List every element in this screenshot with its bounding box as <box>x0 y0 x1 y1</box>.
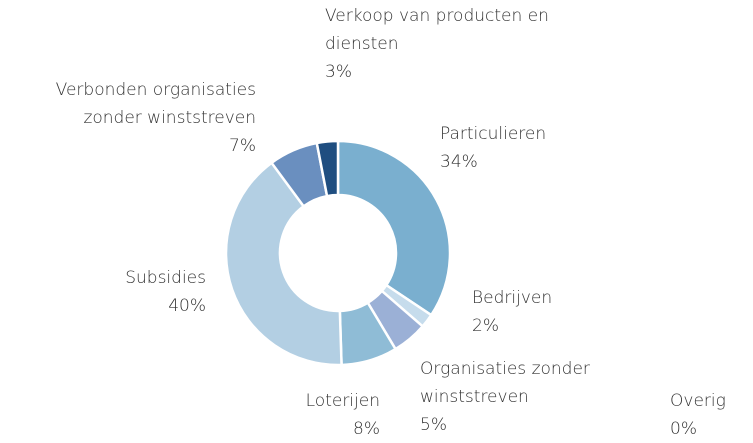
slice-label: Bedrijven 2% <box>472 284 622 340</box>
slice-label: Verbonden organisaties zonder winststrev… <box>6 76 256 160</box>
slice-name: Particulieren <box>440 124 547 144</box>
slice-value: 2% <box>472 316 499 336</box>
slice-label: Overig 0% <box>670 387 750 443</box>
slice-name: Overig <box>670 391 726 411</box>
slice-label: Organisaties zonder winststreven 5% <box>420 355 630 439</box>
donut-segment <box>315 139 340 198</box>
slice-name: Subsidies <box>125 268 206 288</box>
slice-name: Bedrijven <box>472 288 553 308</box>
slice-name: Organisaties zonder winststreven <box>420 359 590 407</box>
slice-value: 3% <box>325 62 352 82</box>
slice-value: 40% <box>168 296 206 316</box>
slice-label: Subsidies 40% <box>56 264 206 320</box>
slice-value: 7% <box>229 136 256 156</box>
donut-segment <box>336 139 452 317</box>
slice-value: 34% <box>440 152 478 172</box>
slice-value: 5% <box>420 415 447 435</box>
slice-label: Verkoop van producten en diensten 3% <box>325 2 565 86</box>
slice-name: Verbonden organisaties zonder winststrev… <box>55 80 256 128</box>
slice-label: Loterijen 8% <box>230 387 380 443</box>
slice-name: Loterijen <box>305 391 380 411</box>
slice-label: Particulieren 34% <box>440 120 640 176</box>
donut-segment <box>224 161 343 367</box>
slice-value: 0% <box>670 419 697 439</box>
slice-name: Verkoop van producten en diensten <box>325 6 549 54</box>
slice-value: 8% <box>353 419 380 439</box>
